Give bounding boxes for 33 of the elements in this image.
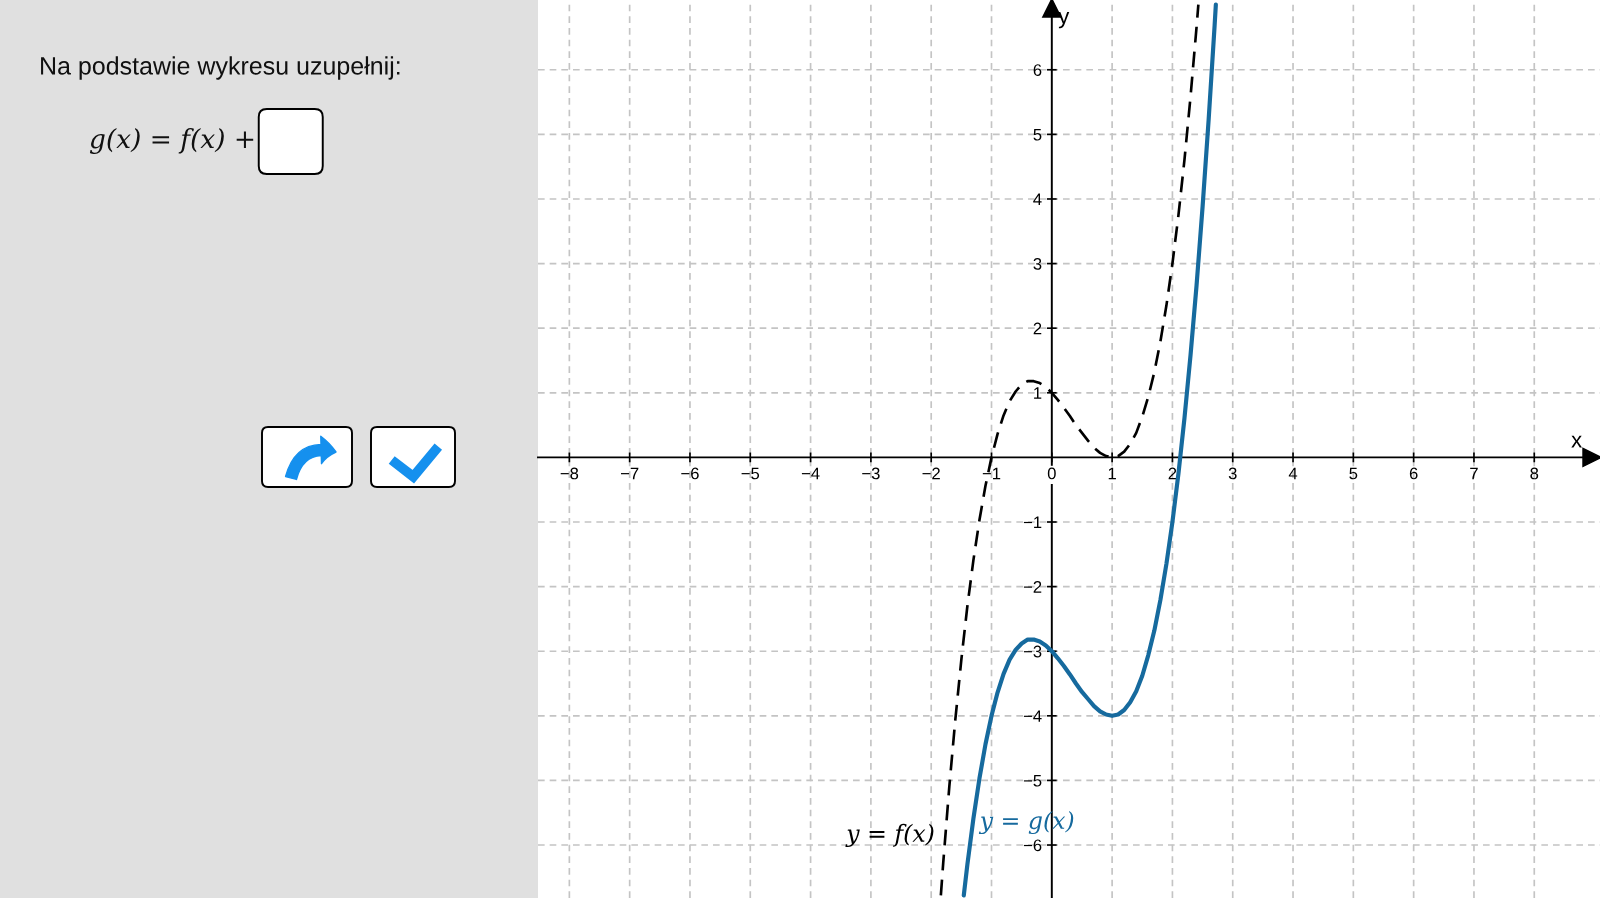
- x-tick-label: −2: [922, 467, 940, 480]
- y-tick-label: −6: [1023, 839, 1042, 852]
- x-tick-label: 6: [1409, 467, 1418, 480]
- x-tick-label: −3: [862, 467, 880, 480]
- x-tick-label: −5: [741, 467, 760, 480]
- x-tick-label: 0: [1047, 467, 1056, 480]
- x-tick-label: −6: [681, 467, 699, 480]
- x-tick-label: −4: [801, 467, 820, 480]
- x-tick-label: −7: [620, 467, 639, 480]
- y-tick-label: 5: [1033, 128, 1042, 141]
- y-tick-label: 1: [1034, 387, 1042, 399]
- y-tick-label: −4: [1023, 710, 1042, 722]
- y-tick-label: −2: [1023, 581, 1042, 593]
- x-tick-label: 8: [1530, 467, 1539, 480]
- x-tick-label: 4: [1288, 467, 1298, 480]
- x-tick-label: −1: [982, 467, 1001, 480]
- y-tick-label: −1: [1023, 516, 1042, 529]
- x-axis-title: x: [1571, 435, 1582, 448]
- x-tick-label: 3: [1228, 467, 1237, 480]
- text: g(x) = f(x) +: [89, 128, 254, 154]
- y-tick-label: 3: [1033, 257, 1042, 270]
- y-tick-label: −5: [1023, 774, 1042, 787]
- x-tick-label: 2: [1168, 467, 1177, 480]
- x-tick-label: 7: [1470, 467, 1478, 480]
- x-tick-label: −8: [560, 467, 579, 480]
- y-tick-label: 2: [1033, 322, 1042, 335]
- x-tick-label: 1: [1108, 467, 1116, 480]
- x-tick-label: 5: [1349, 467, 1358, 480]
- series-label: y = f(x): [845, 823, 934, 848]
- y-tick-label: 6: [1033, 64, 1042, 76]
- text: Na podstawie wykresu uzupełnij:: [41, 56, 400, 80]
- y-tick-label: 4: [1033, 193, 1042, 206]
- y-tick-label: −3: [1023, 645, 1042, 658]
